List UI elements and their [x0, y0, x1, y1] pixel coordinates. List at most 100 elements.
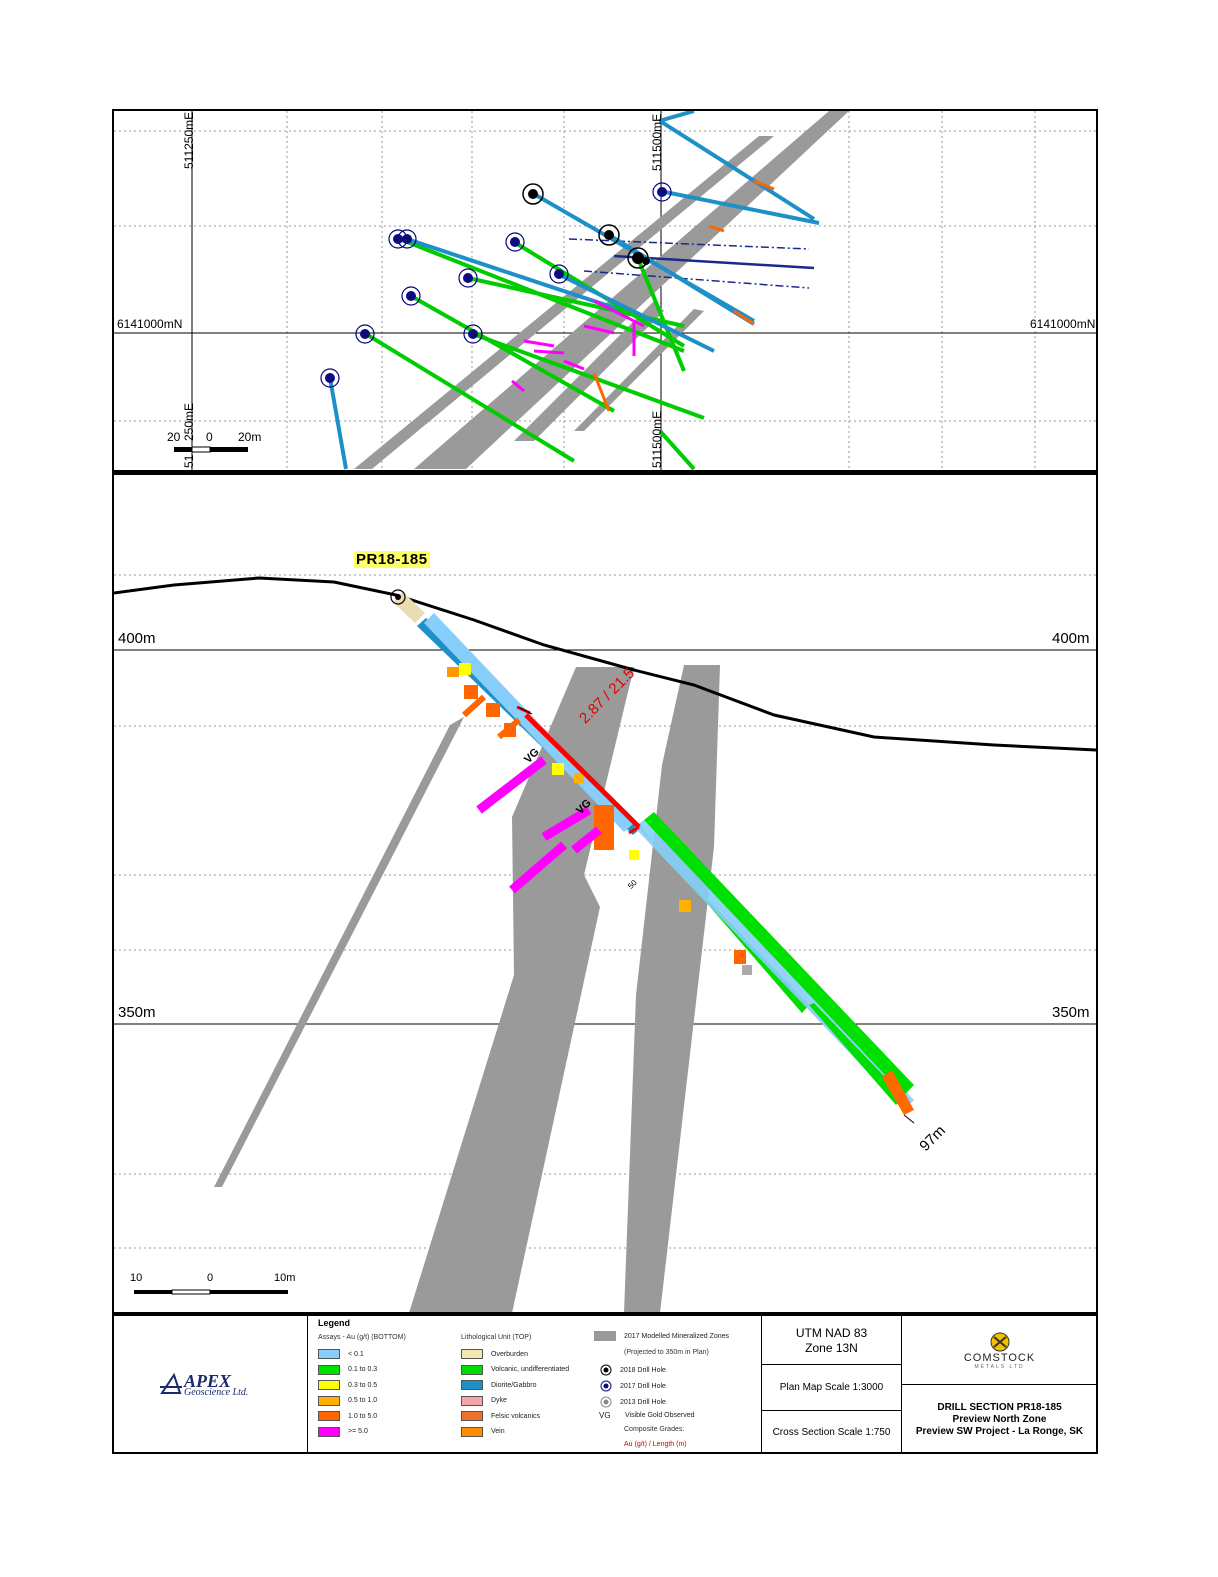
litho-legend-item: Diorite/Gabbro [461, 1380, 537, 1390]
assay-legend-item: 1.0 to 5.0 [318, 1411, 377, 1421]
hole-id-label: PR18-185 [354, 551, 430, 568]
litho-legend-item: Felsic volcanics [461, 1411, 540, 1421]
assay-swatch [318, 1426, 340, 1437]
plan-map-graphic [114, 111, 1096, 471]
zone-name: Preview North Zone [952, 1413, 1047, 1425]
comstock-logo-text: COMSTOCK [963, 1351, 1036, 1364]
easting-label-1: 511250mE [182, 111, 196, 169]
assay-legend-item: 0.1 to 0.3 [318, 1364, 378, 1375]
drill-hole-label: 2013 Drill Hole [620, 1398, 666, 1406]
assay-legend-item: 0.3 to 0.5 [318, 1380, 377, 1390]
vg-symbol: VG [599, 1411, 611, 1420]
plan-grid [114, 111, 1096, 471]
plan-mineralized-zones [354, 111, 849, 469]
plan-2018-collars [522, 183, 650, 269]
drill-section-title-cell: DRILL SECTION PR18-185 Preview North Zon… [902, 1385, 1097, 1454]
litho-swatch [461, 1364, 483, 1375]
assay-label: 0.3 to 0.5 [348, 1381, 378, 1389]
composite-interval-bar [524, 713, 641, 829]
assay-swatch [318, 1411, 340, 1421]
section-high-grade-assays [476, 756, 602, 894]
title-block-divider-3 [901, 1316, 902, 1454]
assay-label: 1.0 to 5.0 [348, 1412, 378, 1420]
gray-circle-icon [600, 1396, 612, 1408]
drill-hole-pr18-185 [390, 589, 915, 1124]
utm-label: UTM NAD 83 [795, 1325, 868, 1340]
elevation-400-left: 400m [118, 630, 156, 647]
litho-swatch [461, 1380, 483, 1390]
assay-label: < 0.1 [348, 1350, 364, 1358]
litho-swatch [461, 1395, 483, 1406]
assay-label: 0.1 to 0.3 [348, 1366, 378, 1373]
section-mineralized-zones [214, 665, 720, 1313]
zone-label: Zone 13N [805, 1340, 858, 1355]
section-scale-cell: Cross Section Scale 1:750 [762, 1411, 901, 1454]
easting-label-bottom-2: 250mE [182, 402, 196, 441]
zones-swatch [594, 1331, 616, 1341]
zones-legend-item: 2017 Modelled Mineralized Zones [594, 1331, 729, 1341]
comstock-logo-icon [990, 1332, 1009, 1351]
assay-label: 0.5 to 1.0 [348, 1397, 378, 1404]
litho-label: Volcanic, undifferentiated [491, 1366, 570, 1373]
drill-hole-label: 2018 Drill Hole [620, 1366, 666, 1374]
topography-line [114, 576, 1096, 752]
plan-scale-label-zero: 0 [206, 430, 213, 444]
litho-label: Diorite/Gabbro [491, 1381, 537, 1389]
assay-legend-item: >= 5.0 [318, 1426, 368, 1437]
cross-section-graphic [114, 574, 1096, 1313]
assay-legend-item: < 0.1 [318, 1349, 364, 1359]
plan-scale-label-right: 20m [238, 430, 262, 444]
project-name: Preview SW Project - La Ronge, SK [915, 1425, 1084, 1437]
title-block-divider-4 [761, 1364, 901, 1365]
drill-section-title: DRILL SECTION PR18-185 [937, 1401, 1062, 1413]
title-block-divider-1 [307, 1316, 308, 1454]
vg-legend-item: VG Visible Gold Observed [599, 1411, 695, 1420]
plan-2017-collars [320, 182, 672, 388]
zones-sub-label: (Projected to 350m in Plan) [624, 1349, 709, 1356]
drill-hole-label: 2017 Drill Hole [620, 1382, 666, 1390]
plan-assay-ticks [592, 179, 775, 412]
navy-circle-icon [600, 1380, 612, 1392]
section-scale-text: Cross Section Scale 1:750 [772, 1427, 891, 1438]
litho-header: Lithological Unit (TOP) [461, 1334, 532, 1341]
plan-scale-cell: Plan Map Scale 1:3000 [762, 1365, 901, 1410]
litho-label: Vein [491, 1428, 505, 1435]
easting-label-bottom-1: 51 [182, 454, 196, 468]
litho-label: Felsic volcanics [491, 1412, 541, 1420]
title-block-divider-2 [761, 1316, 762, 1454]
section-scale-label-right: 10m [274, 1272, 296, 1284]
litho-legend-item: Dyke [461, 1395, 507, 1406]
apex-logo-mark [160, 1373, 182, 1394]
utm-cell: UTM NAD 83 Zone 13N [762, 1317, 901, 1364]
litho-legend-item: Volcanic, undifferentiated [461, 1364, 570, 1375]
drill-hole-legend-item: 2013 Drill Hole [600, 1396, 666, 1408]
litho-legend-item: Vein [461, 1426, 505, 1437]
easting-label-2: 511500mE [650, 113, 664, 171]
black-circle-icon [600, 1364, 612, 1376]
assay-swatch [318, 1364, 340, 1375]
title-block-divider-5 [761, 1410, 901, 1411]
easting-label-bottom-3: 511500mE [650, 410, 664, 468]
comstock-logo-subtext: METALS LTD [974, 1363, 1025, 1370]
litho-swatch [461, 1426, 483, 1437]
litho-label: Overburden [491, 1350, 528, 1358]
zones-label: 2017 Modelled Mineralized Zones [624, 1332, 730, 1340]
apex-logo-text: APEX [184, 1371, 232, 1391]
cross-section: PR18-185 400m 400m 350m 350m 2.87 / 21.5… [114, 475, 1096, 1313]
plan-scale-text: Plan Map Scale 1:3000 [779, 1382, 884, 1393]
northing-label-left: 6141000mN [117, 317, 183, 331]
map-divider [112, 470, 1098, 475]
composite-example: Au (g/t) / Length (m) [624, 1441, 687, 1448]
composite-header: Composite Grades: [624, 1426, 685, 1433]
assay-label: >= 5.0 [348, 1428, 368, 1435]
plan-solid-grid [114, 111, 1096, 471]
northing-label-right: 6141000mN [1030, 317, 1096, 331]
section-scale-label-left: 10 [130, 1272, 143, 1284]
litho-label: Dyke [491, 1397, 507, 1404]
assay-legend-item: 0.5 to 1.0 [318, 1395, 378, 1406]
assay-swatch [318, 1380, 340, 1390]
litho-swatch [461, 1349, 483, 1359]
plan-scale-label-left: 20 [167, 430, 181, 444]
map-frame [112, 109, 1098, 1454]
vg-legend-label: Visible Gold Observed [625, 1412, 695, 1419]
